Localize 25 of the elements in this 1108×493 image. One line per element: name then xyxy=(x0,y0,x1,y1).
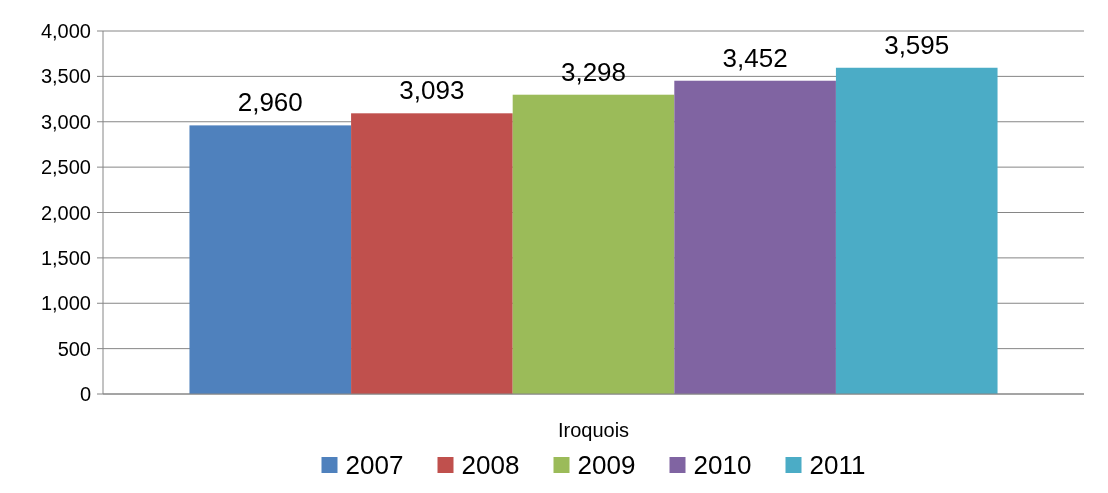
y-tick-label: 1,500 xyxy=(40,246,91,269)
y-tick-label: 3,500 xyxy=(40,65,91,88)
data-label: 3,595 xyxy=(884,29,950,60)
data-label: 3,093 xyxy=(399,75,465,106)
bar xyxy=(835,67,998,394)
legend-label: 2010 xyxy=(693,450,752,481)
x-tick-label: Iroquois xyxy=(557,419,630,441)
bar xyxy=(351,113,513,394)
data-label: 3,452 xyxy=(722,42,788,73)
legend-label: 2009 xyxy=(577,450,636,481)
y-tick-label: 4,000 xyxy=(40,20,91,42)
y-tick-label: 1,000 xyxy=(40,292,91,315)
legend-label: 2011 xyxy=(809,450,866,481)
data-label: 2,960 xyxy=(237,87,303,118)
y-tick-label: 2,500 xyxy=(40,156,91,179)
legend-label: 2007 xyxy=(345,450,404,481)
bar xyxy=(189,125,352,394)
data-label: 3,298 xyxy=(560,56,627,87)
y-tick-label: 500 xyxy=(57,337,91,360)
y-tick-label: 2,000 xyxy=(40,201,91,224)
y-tick-label: 0 xyxy=(79,383,91,405)
bar xyxy=(674,80,836,394)
y-tick-label: 3,000 xyxy=(40,110,91,133)
bar xyxy=(512,94,675,394)
legend-label: 2008 xyxy=(461,450,520,481)
